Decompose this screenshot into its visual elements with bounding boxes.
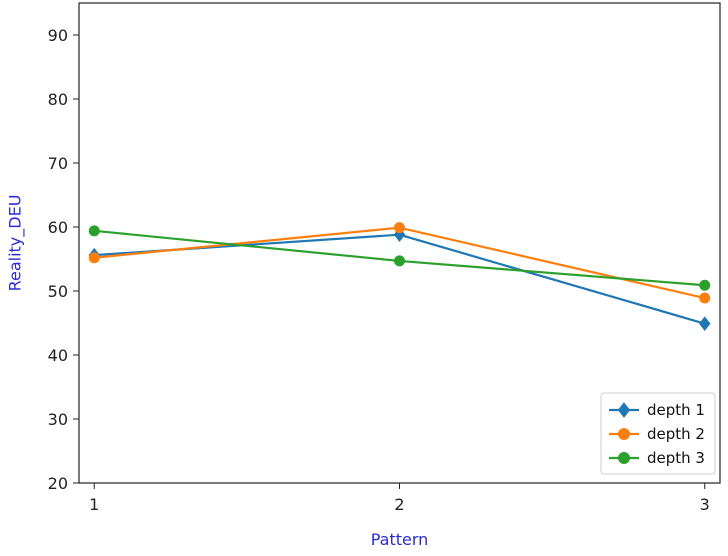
legend-swatch-marker [618,452,630,464]
legend-item: depth 2 [609,425,705,443]
legend-label: depth 2 [647,425,705,443]
y-tick-label: 60 [48,218,68,237]
y-tick-label: 50 [48,282,68,301]
data-point [88,225,100,237]
y-tick-label: 90 [48,26,68,45]
data-point [88,252,100,264]
x-axis-title: Pattern [371,530,429,549]
x-tick-label: 2 [394,495,404,514]
data-point [699,292,711,304]
x-tick-label: 3 [700,495,710,514]
legend-label: depth 1 [647,401,705,419]
legend-label: depth 3 [647,449,705,467]
y-tick-label: 20 [48,474,68,493]
y-tick-label: 40 [48,346,68,365]
y-tick-label: 70 [48,154,68,173]
data-point [394,222,405,234]
data-point [699,279,711,291]
y-axis-title: Reality_DEU [6,195,26,292]
x-tick-label: 1 [89,495,99,514]
y-tick-label: 30 [48,410,68,429]
data-point [699,316,711,331]
legend-swatch-marker [617,402,631,418]
legend-swatch-marker [618,428,630,440]
data-point [394,255,405,267]
series-depth-2 [88,222,711,304]
y-tick-label: 80 [48,90,68,109]
series-depth-3 [88,225,711,291]
legend-box [600,392,716,475]
legend-item: depth 3 [609,449,705,467]
legend-item: depth 1 [609,401,705,419]
